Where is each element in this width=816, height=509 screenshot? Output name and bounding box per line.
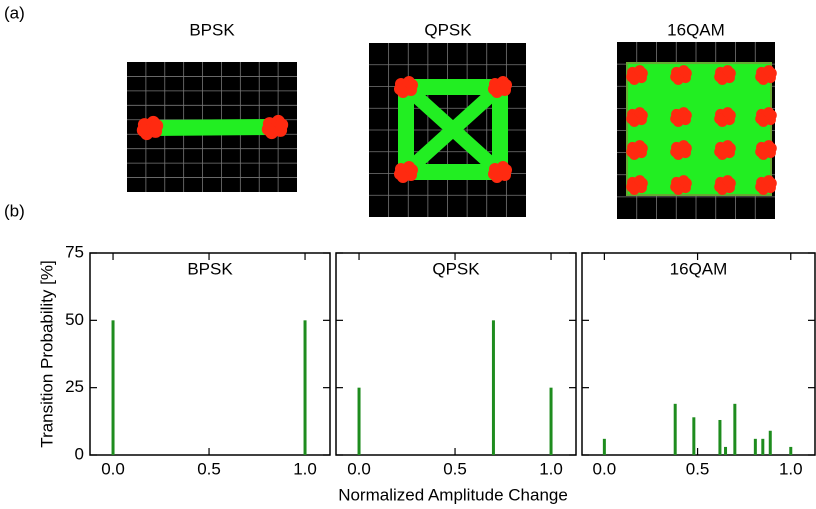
x-tick-label: 1.0 bbox=[293, 459, 317, 478]
constellation-point bbox=[681, 68, 692, 79]
bar bbox=[733, 404, 736, 455]
constellation-point bbox=[714, 113, 725, 124]
bar bbox=[358, 388, 361, 455]
x-tick-label: 1.0 bbox=[539, 459, 563, 478]
bar bbox=[692, 417, 695, 455]
constellation-point bbox=[766, 110, 777, 121]
constellation-point bbox=[500, 79, 512, 91]
bar bbox=[761, 439, 764, 455]
constellation-point bbox=[681, 178, 692, 189]
constellation-point bbox=[670, 146, 681, 157]
constellation-point bbox=[714, 146, 725, 157]
constellation-point bbox=[681, 110, 692, 121]
y-tick-label: 0 bbox=[75, 444, 84, 463]
constellation-point bbox=[626, 146, 637, 157]
constellation-point bbox=[670, 71, 681, 82]
y-tick-label: 75 bbox=[65, 242, 84, 261]
constellation-point bbox=[262, 123, 275, 136]
bar bbox=[769, 431, 772, 455]
x-tick-label: 0.0 bbox=[101, 459, 125, 478]
constellation-point bbox=[626, 181, 637, 192]
x-tick-label: 0.5 bbox=[197, 459, 221, 478]
constellation-title: QPSK bbox=[424, 20, 472, 39]
y-axis-label: Transition Probability [%] bbox=[37, 260, 56, 447]
x-tick-label: 1.0 bbox=[779, 459, 803, 478]
constellation-point bbox=[725, 143, 736, 154]
panel-label: (b) bbox=[4, 201, 25, 220]
constellation-point bbox=[766, 143, 777, 154]
bar bbox=[492, 320, 495, 455]
constellation-point bbox=[755, 113, 766, 124]
bar bbox=[112, 320, 115, 455]
constellation-point bbox=[394, 168, 406, 180]
y-tick-label: 25 bbox=[65, 377, 84, 396]
constellation-point bbox=[406, 164, 418, 176]
x-tick-label: 0.5 bbox=[686, 459, 710, 478]
bar bbox=[718, 420, 721, 455]
constellation-point bbox=[626, 113, 637, 124]
plot-frame bbox=[336, 253, 576, 455]
x-tick-label: 0.0 bbox=[347, 459, 371, 478]
constellation-point bbox=[681, 143, 692, 154]
bar bbox=[724, 447, 727, 455]
constellation-point bbox=[670, 113, 681, 124]
figure: (a) (b) BPSK QPSK 16QAM Normalized Ampli… bbox=[0, 0, 816, 509]
bar bbox=[674, 404, 677, 455]
constellation-trace bbox=[150, 119, 275, 136]
bar bbox=[550, 388, 553, 455]
constellations bbox=[127, 42, 777, 219]
constellation-title: BPSK bbox=[189, 20, 235, 39]
constellation-point bbox=[714, 71, 725, 82]
constellation-point bbox=[637, 68, 648, 79]
plot-frame bbox=[582, 253, 815, 455]
constellation-point bbox=[637, 110, 648, 121]
constellation-point bbox=[626, 71, 637, 82]
constellation-point bbox=[406, 79, 418, 91]
constellation-point bbox=[725, 110, 736, 121]
constellation-point bbox=[755, 71, 766, 82]
panel-label: (a) bbox=[4, 3, 25, 22]
bar bbox=[304, 320, 307, 455]
constellation-point bbox=[275, 118, 288, 131]
constellation-point bbox=[500, 164, 512, 176]
constellation-point bbox=[670, 181, 681, 192]
constellation-title: 16QAM bbox=[667, 20, 725, 39]
constellation-point bbox=[725, 178, 736, 189]
constellation-point bbox=[488, 83, 500, 95]
constellation-point bbox=[725, 68, 736, 79]
constellation-trace bbox=[627, 63, 771, 195]
constellation-point bbox=[755, 146, 766, 157]
panel-title: BPSK bbox=[187, 259, 233, 278]
bar bbox=[754, 439, 757, 455]
constellation-point bbox=[394, 83, 406, 95]
plot-frame bbox=[90, 253, 330, 455]
constellation-point bbox=[488, 168, 500, 180]
constellation-point bbox=[137, 124, 150, 137]
constellation-point bbox=[755, 181, 766, 192]
x-tick-label: 0.5 bbox=[443, 459, 467, 478]
x-tick-label: 0.0 bbox=[593, 459, 617, 478]
panel-title: 16QAM bbox=[670, 259, 728, 278]
constellation-point bbox=[150, 119, 163, 132]
constellation-point bbox=[714, 181, 725, 192]
bar bbox=[789, 447, 792, 455]
constellation-point bbox=[637, 178, 648, 189]
constellation-point bbox=[637, 143, 648, 154]
x-axis-label: Normalized Amplitude Change bbox=[338, 485, 568, 504]
constellation-point bbox=[766, 68, 777, 79]
bar bbox=[603, 439, 606, 455]
panel-title: QPSK bbox=[432, 259, 480, 278]
y-tick-label: 50 bbox=[65, 310, 84, 329]
constellation-point bbox=[766, 178, 777, 189]
